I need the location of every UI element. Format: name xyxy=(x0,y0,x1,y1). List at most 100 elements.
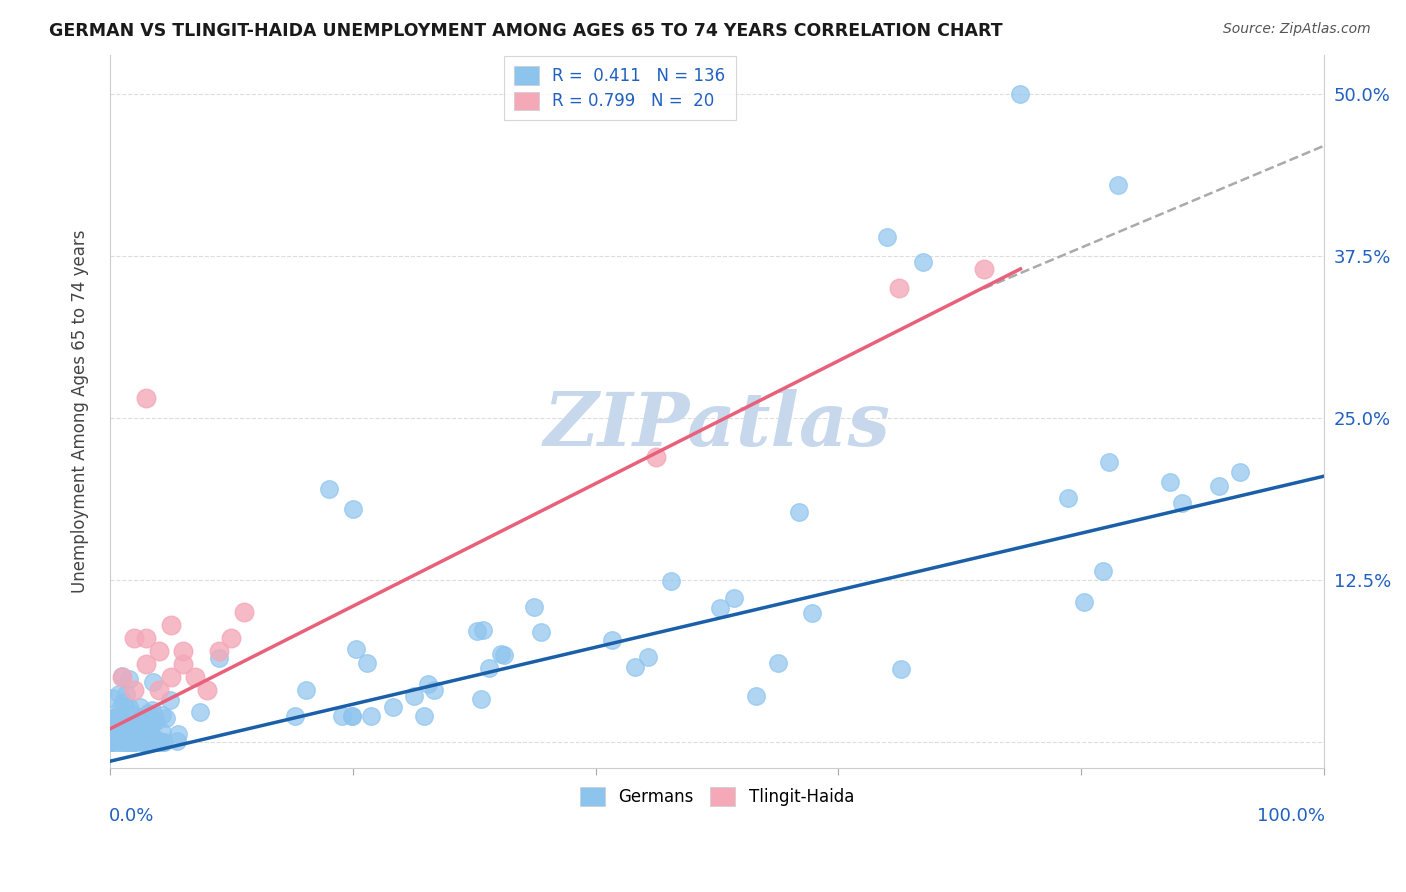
Germans xyxy=(104,710,127,724)
Germans xyxy=(115,722,138,736)
Tlingit-Haida xyxy=(208,644,231,658)
Germans xyxy=(342,709,364,723)
Germans xyxy=(465,624,488,638)
Germans xyxy=(100,731,122,746)
Germans xyxy=(122,735,145,749)
Germans xyxy=(114,731,136,745)
Germans xyxy=(1010,87,1032,101)
Germans xyxy=(342,709,364,723)
Germans xyxy=(122,735,145,749)
Germans xyxy=(127,724,149,739)
Germans xyxy=(131,727,153,741)
Germans xyxy=(143,709,166,723)
Germans xyxy=(167,727,190,741)
Germans xyxy=(342,501,364,516)
Germans xyxy=(112,720,135,734)
Germans xyxy=(150,725,173,739)
Germans xyxy=(145,731,167,746)
Y-axis label: Unemployment Among Ages 65 to 74 years: Unemployment Among Ages 65 to 74 years xyxy=(72,229,89,593)
Germans xyxy=(360,709,382,723)
Germans xyxy=(111,715,134,730)
Germans xyxy=(124,732,146,747)
Germans xyxy=(101,735,124,749)
Germans xyxy=(766,656,789,670)
Germans xyxy=(208,651,231,665)
Text: ZIPatlas: ZIPatlas xyxy=(544,390,890,462)
Germans xyxy=(136,706,159,721)
Germans xyxy=(745,689,768,703)
Germans xyxy=(330,709,353,723)
Germans xyxy=(159,693,181,707)
Tlingit-Haida xyxy=(135,631,157,645)
Germans xyxy=(912,255,935,269)
Germans xyxy=(623,660,645,674)
Germans xyxy=(491,647,513,661)
Text: 100.0%: 100.0% xyxy=(1257,807,1324,825)
Germans xyxy=(153,735,176,749)
Tlingit-Haida xyxy=(148,683,170,698)
Germans xyxy=(1107,178,1129,192)
Germans xyxy=(166,733,188,747)
Germans xyxy=(122,735,145,749)
Germans xyxy=(104,735,127,749)
Germans xyxy=(115,725,138,739)
Germans xyxy=(356,656,378,670)
Tlingit-Haida xyxy=(232,605,254,619)
Germans xyxy=(132,709,155,723)
Germans xyxy=(142,674,165,689)
Tlingit-Haida xyxy=(645,450,668,464)
Germans xyxy=(101,735,124,749)
Germans xyxy=(1159,475,1181,490)
Germans xyxy=(101,735,124,749)
Germans xyxy=(101,715,124,730)
Germans xyxy=(107,708,129,723)
Tlingit-Haida xyxy=(135,392,157,406)
Germans xyxy=(471,623,494,637)
Germans xyxy=(294,683,316,698)
Germans xyxy=(148,735,170,749)
Germans xyxy=(115,724,138,739)
Germans xyxy=(115,688,138,702)
Germans xyxy=(155,711,177,725)
Germans xyxy=(659,574,682,588)
Germans xyxy=(523,600,546,615)
Tlingit-Haida xyxy=(184,670,207,684)
Tlingit-Haida xyxy=(148,644,170,658)
Germans xyxy=(117,735,139,749)
Germans xyxy=(110,713,132,727)
Germans xyxy=(1229,465,1251,479)
Germans xyxy=(131,723,153,738)
Germans xyxy=(1208,479,1230,493)
Germans xyxy=(787,505,810,519)
Tlingit-Haida xyxy=(124,683,146,698)
Tlingit-Haida xyxy=(195,683,218,698)
Text: Source: ZipAtlas.com: Source: ZipAtlas.com xyxy=(1223,22,1371,37)
Germans xyxy=(136,714,159,729)
Germans xyxy=(150,707,173,722)
Germans xyxy=(1073,595,1095,609)
Germans xyxy=(344,642,367,657)
Germans xyxy=(114,735,136,749)
Germans xyxy=(152,735,174,749)
Germans xyxy=(423,683,446,698)
Germans xyxy=(111,723,134,737)
Legend: Germans, Tlingit-Haida: Germans, Tlingit-Haida xyxy=(574,780,860,813)
Germans xyxy=(876,229,898,244)
Germans xyxy=(723,591,745,605)
Germans xyxy=(530,624,553,639)
Germans xyxy=(124,735,146,749)
Germans xyxy=(129,710,152,724)
Germans xyxy=(118,672,141,686)
Germans xyxy=(1098,455,1121,469)
Germans xyxy=(124,723,146,738)
Germans xyxy=(890,663,912,677)
Germans xyxy=(114,718,136,732)
Germans xyxy=(143,733,166,747)
Germans xyxy=(129,735,152,749)
Germans xyxy=(132,735,155,749)
Germans xyxy=(121,707,143,722)
Text: 0.0%: 0.0% xyxy=(108,807,155,825)
Germans xyxy=(1057,491,1080,505)
Germans xyxy=(118,700,141,714)
Germans xyxy=(110,733,132,747)
